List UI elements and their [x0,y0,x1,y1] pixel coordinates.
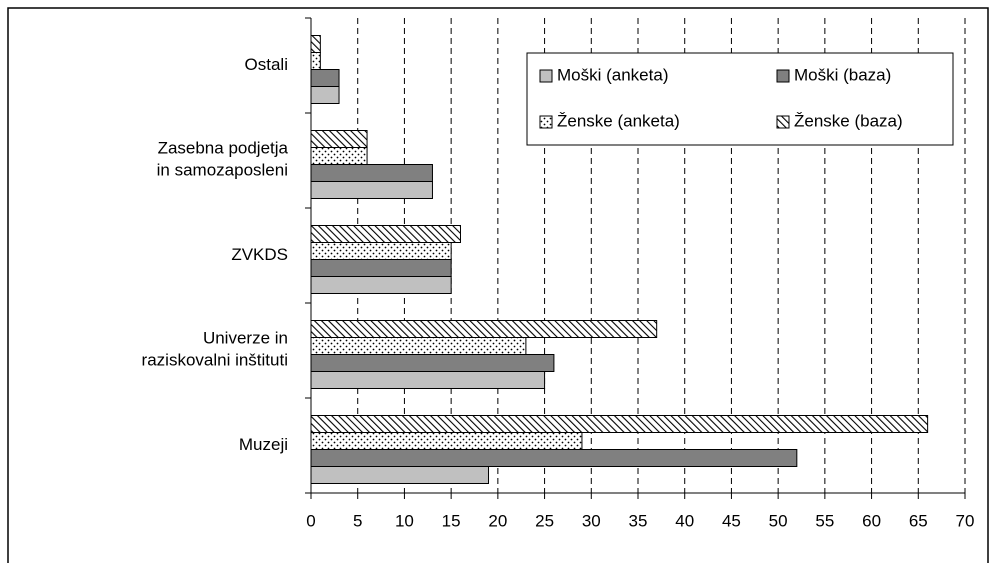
bar [310,242,452,260]
x-tick-label: 25 [535,511,554,530]
x-tick-label: 65 [909,511,928,530]
y-tick-label: Ostali [245,55,288,74]
legend-label: Ženske (anketa) [557,111,680,130]
x-tick-label: 45 [722,511,741,530]
bar [310,449,798,467]
bar [310,432,583,450]
legend-swatch [776,69,790,83]
bar [310,69,340,87]
x-tick-label: 55 [815,511,834,530]
legend-swatch [539,115,553,129]
legend-swatch [776,115,790,129]
x-tick-label: 5 [353,511,362,530]
bar [310,225,461,243]
x-tick-label: 15 [442,511,461,530]
bar [310,276,452,294]
x-tick-label: 50 [769,511,788,530]
y-tick-label: Muzeji [239,435,288,454]
x-tick-label: 35 [629,511,648,530]
bar [310,320,658,338]
legend-label: Ženske (baza) [794,111,903,130]
x-tick-label: 20 [488,511,507,530]
bar [310,35,321,53]
bar [310,52,321,70]
x-tick-label: 30 [582,511,601,530]
bar [310,259,452,277]
bar [310,86,340,104]
x-tick-label: 0 [306,511,315,530]
x-tick-label: 40 [675,511,694,530]
x-tick-label: 60 [862,511,881,530]
bar [310,181,433,199]
bar [310,354,555,372]
y-tick-label: Zasebna podjetja in samozaposleni [157,139,289,180]
y-tick-label: Univerze in raziskovalni inštituti [142,329,288,370]
bar [310,415,929,433]
legend-swatch [539,69,553,83]
bar [310,337,527,355]
bar [310,147,368,165]
frame [7,7,989,563]
legend-box [526,52,954,146]
x-tick-label: 10 [395,511,414,530]
y-tick-label: ZVKDS [231,245,288,264]
bar [310,371,546,389]
bar [310,466,490,484]
x-tick-label: 70 [956,511,975,530]
bar [310,130,368,148]
legend-label: Moški (baza) [794,65,891,84]
legend-label: Moški (anketa) [557,65,668,84]
bar [310,164,433,182]
